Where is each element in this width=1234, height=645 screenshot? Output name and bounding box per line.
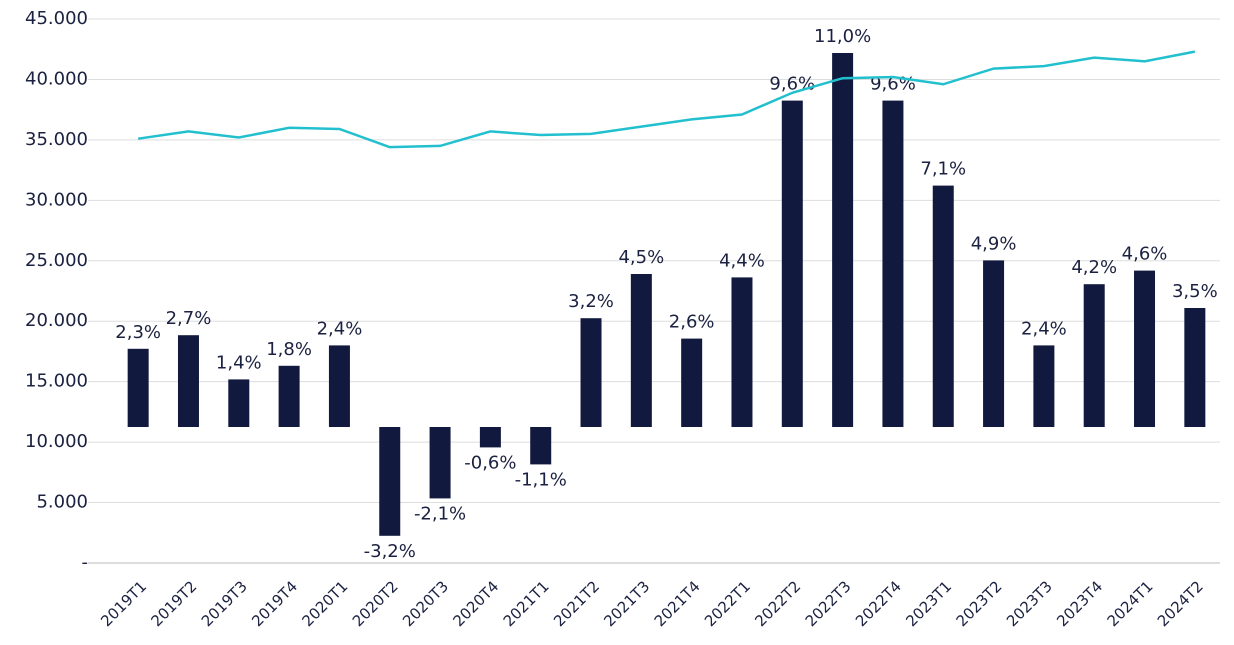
y-tick-label: 15.000 [25, 371, 88, 392]
bar [127, 348, 149, 427]
data-label: -2,1% [414, 503, 466, 524]
bar [983, 260, 1005, 427]
x-tick-label: 2021T4 [651, 577, 704, 630]
x-tick-label: 2020T3 [399, 577, 452, 630]
x-tick-label: 2020T2 [349, 577, 402, 630]
data-label: 4,9% [971, 233, 1017, 254]
x-tick-label: 2022T4 [852, 577, 905, 630]
data-label: 7,1% [920, 159, 966, 180]
data-label: 4,5% [618, 247, 664, 268]
data-label: 2,3% [115, 322, 161, 343]
data-label: 2,7% [166, 308, 212, 329]
x-tick-label: 2023T2 [953, 577, 1006, 630]
y-tick-label: 30.000 [25, 189, 88, 210]
bar [1134, 270, 1156, 427]
bar [228, 379, 250, 427]
bar [731, 277, 753, 427]
x-tick-label: 2022T3 [802, 577, 855, 630]
x-tick-label: 2019T1 [97, 577, 150, 630]
x-tick-label: 2021T3 [600, 577, 653, 630]
x-tick-label: 2021T2 [550, 577, 603, 630]
y-tick-label: 10.000 [25, 431, 88, 452]
data-label: -0,6% [464, 452, 516, 473]
data-label: 11,0% [814, 26, 871, 47]
data-label: 2,4% [317, 318, 363, 339]
x-tick-label: 2019T4 [248, 577, 301, 630]
data-label: 1,4% [216, 352, 262, 373]
bar [1083, 284, 1105, 427]
bar [1184, 308, 1206, 427]
bar [681, 338, 703, 427]
bar [781, 100, 803, 427]
data-label: 2,4% [1021, 318, 1067, 339]
bar [177, 335, 199, 427]
x-tick-label: 2021T1 [500, 577, 553, 630]
bar [479, 427, 501, 448]
x-tick-label: 2024T1 [1104, 577, 1157, 630]
y-tick-label: 35.000 [25, 129, 88, 150]
x-tick-label: 2019T2 [148, 577, 201, 630]
data-label: -1,1% [515, 469, 567, 490]
y-tick-label: - [82, 552, 89, 573]
bar [328, 345, 350, 427]
data-label: 2,6% [669, 312, 715, 333]
data-label: 1,8% [266, 339, 312, 360]
x-tick-label: 2020T4 [449, 577, 502, 630]
x-tick-label: 2023T1 [902, 577, 955, 630]
x-tick-label: 2023T4 [1053, 577, 1106, 630]
bar [832, 53, 854, 427]
data-label: 3,5% [1172, 281, 1218, 302]
bar [1033, 345, 1055, 427]
bar [278, 365, 300, 427]
y-tick-label: 45.000 [25, 8, 88, 29]
x-tick-label: 2020T1 [298, 577, 351, 630]
bar [932, 185, 954, 427]
y-tick-label: 40.000 [25, 68, 88, 89]
data-label: 4,2% [1071, 257, 1117, 278]
x-tick-label: 2019T3 [198, 577, 251, 630]
data-label: -3,2% [364, 541, 416, 562]
y-tick-label: 25.000 [25, 250, 88, 271]
data-label: 4,6% [1122, 244, 1168, 265]
x-tick-label: 2022T2 [751, 577, 804, 630]
y-tick-label: 20.000 [25, 310, 88, 331]
bar [379, 427, 401, 536]
y-tick-label: 5.000 [36, 492, 88, 513]
x-tick-label: 2023T3 [1003, 577, 1056, 630]
bar [429, 427, 451, 499]
bar [630, 274, 652, 427]
line [137, 50, 1196, 149]
data-label: 4,4% [719, 250, 765, 271]
bar [882, 100, 904, 427]
bar [530, 427, 552, 465]
bar [580, 318, 602, 427]
x-tick-label: 2024T2 [1154, 577, 1207, 630]
data-label: 3,2% [568, 291, 614, 312]
x-tick-label: 2022T1 [701, 577, 754, 630]
